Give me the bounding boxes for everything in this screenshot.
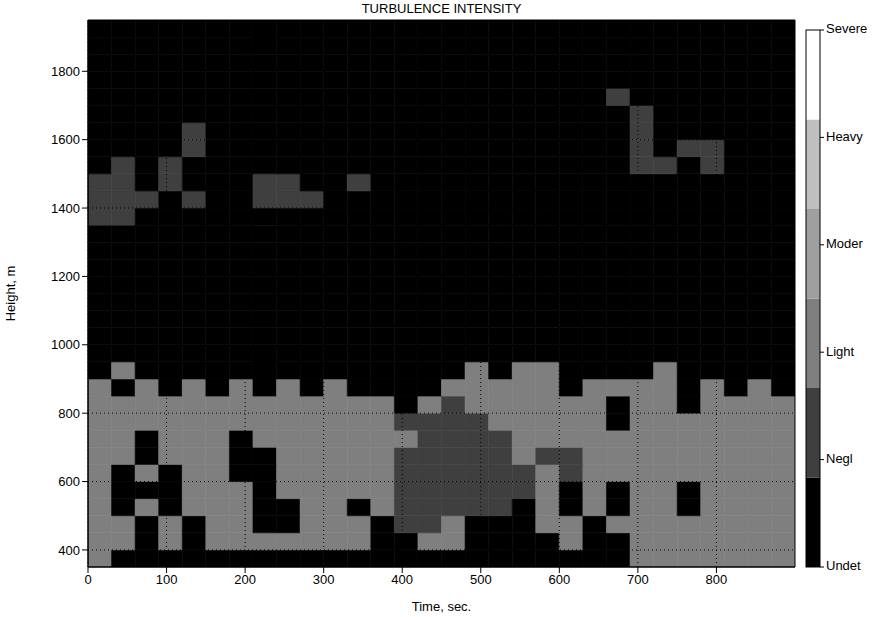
svg-text:600: 600 (58, 474, 80, 489)
html-text:TURBULENCE INTENSITY: TURBULENCE INTENSITY (361, 1, 522, 16)
svg-text:500: 500 (470, 572, 492, 587)
svg-text:1000: 1000 (51, 337, 80, 352)
svg-text:Undet: Undet (826, 558, 861, 573)
svg-text:200: 200 (234, 572, 256, 587)
svg-text:1600: 1600 (51, 132, 80, 147)
svg-text:100: 100 (156, 572, 178, 587)
svg-text:400: 400 (58, 543, 80, 558)
svg-text:Height, m: Height, m (3, 266, 18, 322)
svg-text:Severe: Severe (826, 21, 867, 36)
svg-text:Time, sec.: Time, sec. (412, 599, 471, 614)
svg-text:Moder: Moder (826, 236, 864, 251)
svg-text:300: 300 (313, 572, 335, 587)
svg-text:0: 0 (84, 572, 91, 587)
svg-text:800: 800 (706, 572, 728, 587)
svg-text:400: 400 (391, 572, 413, 587)
svg-text:1800: 1800 (51, 64, 80, 79)
svg-text:600: 600 (548, 572, 570, 587)
svg-text:Heavy: Heavy (826, 129, 863, 144)
svg-text:Light: Light (826, 344, 855, 359)
svg-text:Negl: Negl (826, 451, 853, 466)
svg-text:800: 800 (58, 406, 80, 421)
svg-text:1200: 1200 (51, 269, 80, 284)
svg-text:700: 700 (627, 572, 649, 587)
svg-text:1400: 1400 (51, 201, 80, 216)
